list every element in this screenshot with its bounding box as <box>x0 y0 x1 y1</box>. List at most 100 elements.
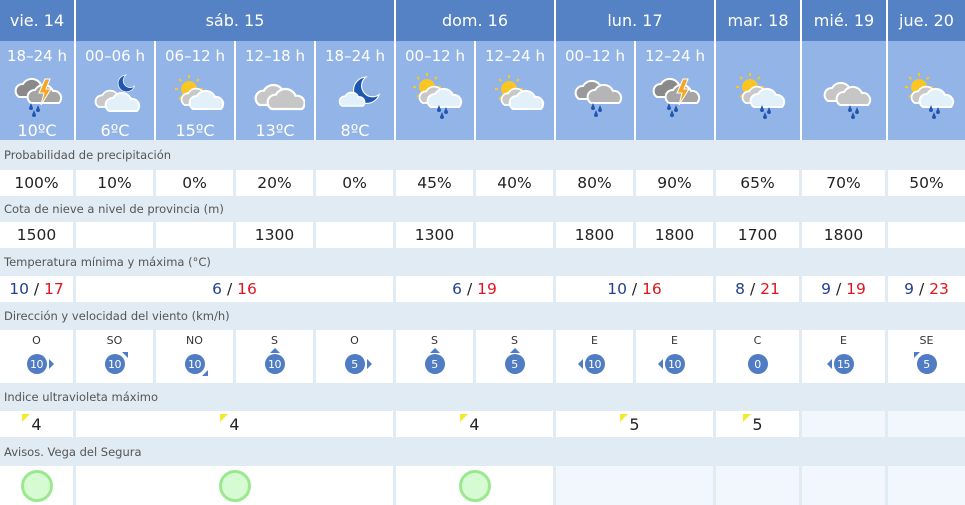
temp-range: 9 / 19 <box>802 276 888 302</box>
day-header: mar. 18 <box>716 0 802 41</box>
uv-cell: 4 <box>76 411 396 437</box>
uv-label: Indice ultravioleta máximo <box>4 390 159 404</box>
warning-green-icon[interactable] <box>458 469 491 502</box>
wind-cell: S 10 <box>236 330 316 383</box>
period-label <box>802 47 886 67</box>
period-cell <box>716 41 802 140</box>
temp-max: 21 <box>760 280 780 298</box>
snow-row: 1500 1300 1300 1800 1800 1700 1800 <box>0 222 965 248</box>
uv-cell: 5 <box>716 411 802 437</box>
wind-speed: 10 <box>264 354 285 374</box>
wind-speed: 10 <box>584 354 605 374</box>
snow-value: 1300 <box>396 222 476 248</box>
temp-range: 6 / 19 <box>396 276 556 302</box>
temp-min: 10 <box>607 280 627 298</box>
warning-cell <box>396 466 556 505</box>
temp-separator: / <box>222 280 238 298</box>
wind-indicator: 0 <box>747 354 768 374</box>
warning-green-icon[interactable] <box>20 469 53 502</box>
period-temp: 10ºC <box>17 121 57 140</box>
wind-speed: 10 <box>184 354 205 374</box>
period-label: 00–06 h <box>85 47 145 65</box>
uv-number: 4 <box>469 414 480 434</box>
wind-speed: 15 <box>833 354 854 374</box>
cloudy-light-rain-icon <box>814 69 874 119</box>
snow-value <box>156 222 236 248</box>
sun-clouds-icon <box>165 69 225 119</box>
precip-value: 40% <box>476 170 556 196</box>
wind-cell: SO 10 <box>76 330 156 383</box>
wind-label: Dirección y velocidad del viento (km/h) <box>4 309 230 323</box>
wind-cell: O 10 <box>0 330 76 383</box>
precip-value: 100% <box>0 170 76 196</box>
period-cell <box>888 41 965 140</box>
precip-value: 10% <box>76 170 156 196</box>
storm-rain-icon <box>645 69 705 119</box>
moon-cloud-icon <box>325 69 385 119</box>
wind-indicator: 10 <box>577 354 605 374</box>
period-label: 18–24 h <box>7 47 67 65</box>
period-cell: 00–12 h <box>556 41 636 140</box>
temp-separator: / <box>745 280 761 298</box>
snow-value: 1800 <box>556 222 636 248</box>
period-cell: 00–06 h 6ºC <box>76 41 156 140</box>
snow-value <box>316 222 396 248</box>
day-header: jue. 20 <box>899 11 954 30</box>
period-label: 00–12 h <box>405 47 465 65</box>
temp-max: 16 <box>237 280 257 298</box>
wind-direction: E <box>840 334 847 347</box>
precip-value: 0% <box>316 170 396 196</box>
uv-row: 4 4 4 5 5 <box>0 411 965 437</box>
wind-arrow-icon <box>201 370 208 376</box>
wind-arrow-icon <box>366 359 372 369</box>
snow-value <box>476 222 556 248</box>
temp-min: 10 <box>9 280 29 298</box>
uv-value: 4 <box>22 413 42 434</box>
period-cell: 18–24 h 10ºC <box>0 41 76 140</box>
temp-min: 6 <box>212 280 223 298</box>
warning-green-icon[interactable] <box>218 469 251 502</box>
period-temp: 8ºC <box>340 121 370 140</box>
day-header: vie. 14 <box>0 0 76 41</box>
temp-separator: / <box>831 280 847 298</box>
period-label: 06–12 h <box>165 47 225 65</box>
temp-separator: / <box>28 280 45 298</box>
wind-cell: E 10 <box>636 330 716 383</box>
wind-speed: 5 <box>916 354 937 374</box>
day-header: lun. 17 <box>556 0 716 41</box>
wind-arrow-icon <box>913 352 920 358</box>
wind-direction: O <box>350 334 359 347</box>
cloudy-icon <box>245 69 306 119</box>
rain-clouds-icon <box>565 69 625 119</box>
warning-cell <box>888 466 965 505</box>
wind-cell: E 10 <box>556 330 636 383</box>
period-cell: 12–24 h <box>636 41 716 140</box>
wind-arrow-icon <box>509 348 520 353</box>
period-temp: 6ºC <box>100 121 130 140</box>
wind-direction: S <box>511 334 518 347</box>
period-cell: 18–24 h 8ºC <box>316 41 396 140</box>
uv-level-flag-icon <box>220 413 229 422</box>
precip-value: 0% <box>156 170 236 196</box>
period-label: 12–18 h <box>245 47 305 65</box>
uv-number: 5 <box>629 414 640 434</box>
temp-min: 9 <box>821 280 832 298</box>
period-label <box>888 47 965 67</box>
period-cell <box>802 41 888 140</box>
uv-level-flag-icon <box>460 413 469 422</box>
uv-cell: 4 <box>0 411 76 437</box>
uv-number: 5 <box>752 414 763 434</box>
wind-indicator: 10 <box>26 354 54 374</box>
wind-arrow-icon <box>269 348 280 353</box>
warning-cell <box>556 466 716 505</box>
temp-separator: / <box>626 280 643 298</box>
precip-value: 20% <box>236 170 316 196</box>
night-partly-cloudy-icon <box>85 69 145 119</box>
wind-direction: NO <box>186 334 203 347</box>
warning-cell <box>0 466 76 505</box>
sun-cloud-rain-icon <box>728 69 788 119</box>
period-label: 18–24 h <box>325 47 385 65</box>
